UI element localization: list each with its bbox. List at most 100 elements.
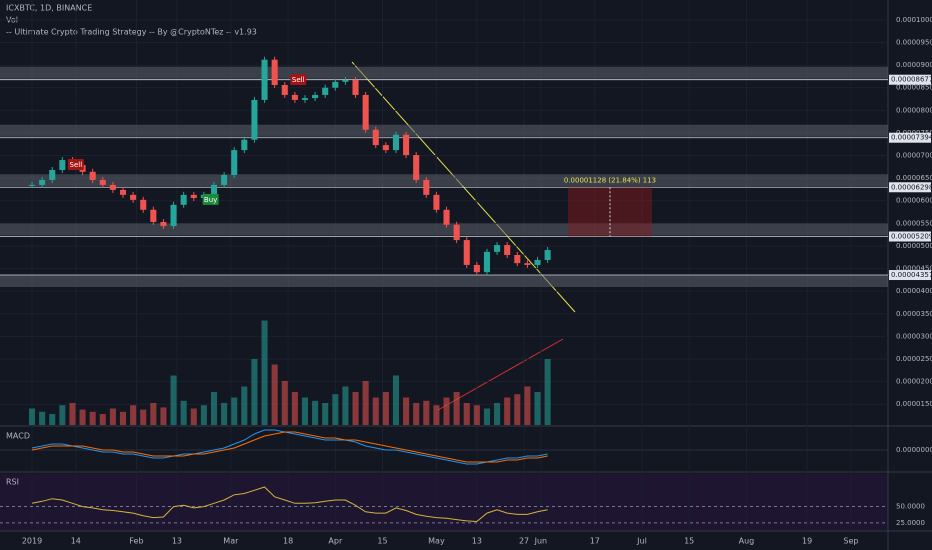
candle xyxy=(312,94,319,99)
date-label: Mar xyxy=(223,537,239,546)
price-tag: 0.00005209 xyxy=(891,233,932,241)
candle xyxy=(150,209,157,222)
volume-bar xyxy=(28,408,36,425)
candle xyxy=(403,134,410,156)
volume-bar xyxy=(109,408,116,425)
candle xyxy=(59,160,66,170)
volume-bar xyxy=(261,320,268,425)
candle xyxy=(221,174,228,185)
volume-bar xyxy=(403,397,410,425)
date-label: 13 xyxy=(472,537,482,546)
candle xyxy=(453,224,460,241)
volume-bar xyxy=(79,409,86,425)
volume-bar xyxy=(130,405,137,425)
volume-bar xyxy=(271,364,278,425)
candle xyxy=(119,189,127,195)
volume-bar xyxy=(39,411,46,425)
volume-bar xyxy=(251,359,258,425)
volume-bar xyxy=(443,397,450,425)
volume-bar xyxy=(49,414,56,425)
volume-bar xyxy=(241,386,248,425)
volume-bar xyxy=(372,397,379,425)
volume-bar xyxy=(210,392,218,425)
volume-bar xyxy=(231,397,238,425)
rsi-panel xyxy=(0,474,888,530)
zone xyxy=(0,124,888,137)
price-tag-bg xyxy=(889,231,931,242)
candle xyxy=(534,259,541,265)
macd-label: MACD xyxy=(6,432,30,441)
candle xyxy=(49,170,56,180)
candle xyxy=(322,87,329,95)
volume-bar xyxy=(504,397,511,425)
volume-bar xyxy=(423,400,430,425)
candle xyxy=(433,194,440,210)
candle xyxy=(494,245,501,252)
date-label: 27 xyxy=(519,537,529,546)
volume-bar xyxy=(534,392,541,425)
macd-line xyxy=(31,429,548,465)
candle xyxy=(514,255,521,264)
volume-bar xyxy=(463,403,470,425)
candle xyxy=(130,194,137,200)
volume-bar xyxy=(190,408,197,425)
date-label: Jun xyxy=(534,537,548,546)
date-label: Apr xyxy=(328,537,343,546)
candle xyxy=(140,199,147,210)
volume-bar xyxy=(433,405,440,425)
rsi-line xyxy=(31,486,548,523)
signal-marker xyxy=(67,159,84,171)
candle xyxy=(190,194,197,199)
zone xyxy=(0,66,888,79)
signal-label: Buy xyxy=(204,196,217,204)
rsi-label: RSI xyxy=(6,478,19,487)
date-label: Sep xyxy=(843,537,858,546)
signal-marker xyxy=(290,74,307,86)
price-tag-bg xyxy=(889,74,931,85)
volume-bar xyxy=(150,403,157,425)
volume-bar xyxy=(342,386,349,425)
volume-bar xyxy=(221,403,228,425)
measure-label: 0.00001128 (21.84%) 113 xyxy=(564,176,656,184)
candle xyxy=(301,98,309,100)
candle xyxy=(109,184,116,190)
date-label: May xyxy=(428,537,445,546)
candle xyxy=(382,145,389,151)
zone xyxy=(0,174,888,187)
price-tag-bg xyxy=(889,182,931,193)
volume-bar xyxy=(180,400,187,425)
volume-bar xyxy=(332,394,339,425)
volume-bar xyxy=(140,409,147,425)
candle xyxy=(413,155,420,180)
volume-bar xyxy=(352,392,359,425)
macd-line xyxy=(31,431,548,463)
volume-bar xyxy=(362,381,369,425)
price-tag-bg xyxy=(889,270,931,281)
price-tag: 0.00007394 xyxy=(891,134,932,142)
zone xyxy=(0,223,888,236)
candle xyxy=(463,240,470,265)
volume-bar xyxy=(69,403,76,425)
volume-bar xyxy=(524,386,531,425)
candle xyxy=(504,245,511,255)
volume-bar xyxy=(160,407,167,425)
candle xyxy=(291,94,298,100)
volume-bar xyxy=(382,392,389,425)
price-tag: 0.00006298 xyxy=(891,183,932,191)
candle xyxy=(362,94,369,130)
signal-label: Sell xyxy=(70,161,83,169)
volume-bar xyxy=(89,411,96,425)
